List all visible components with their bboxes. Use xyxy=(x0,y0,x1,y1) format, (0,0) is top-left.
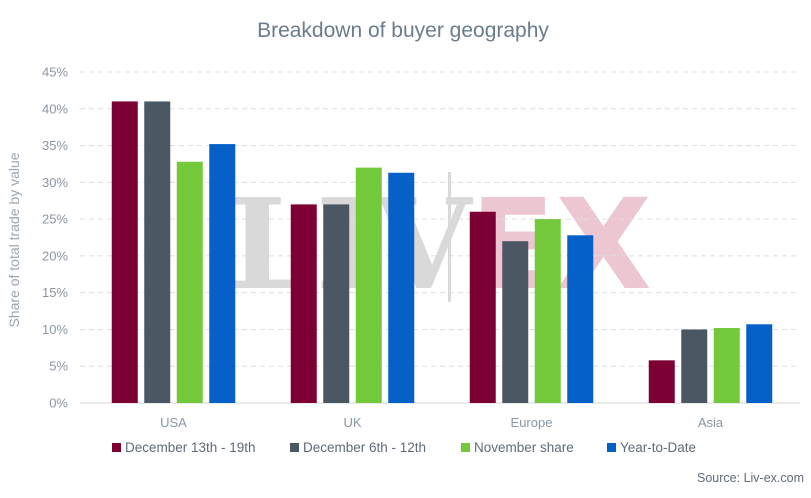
bar-usa-1 xyxy=(111,101,138,403)
x-tick-label: USA xyxy=(160,415,187,430)
y-tick-label: 45% xyxy=(42,65,68,80)
legend-label: November share xyxy=(474,440,574,455)
x-tick-label: UK xyxy=(343,415,361,430)
bar-usa-2 xyxy=(144,101,171,403)
bar-uk-1 xyxy=(290,204,317,403)
legend-label: December 6th - 12th xyxy=(303,440,426,455)
bar-usa-3 xyxy=(176,161,203,403)
bar-asia-1 xyxy=(648,360,675,403)
bar-asia-4 xyxy=(746,324,773,403)
legend-label: December 13th - 19th xyxy=(125,440,256,455)
bar-europe-1 xyxy=(469,211,496,403)
y-axis-label: Share of total trade by value xyxy=(6,152,22,327)
y-tick-label: 35% xyxy=(42,138,68,153)
y-tick-label: 25% xyxy=(42,212,68,227)
bar-europe-3 xyxy=(534,219,561,403)
source-note: Source: Liv-ex.com xyxy=(697,471,804,485)
legend-swatch xyxy=(607,443,616,452)
legend-swatch xyxy=(461,443,470,452)
y-axis-ticks: 0% 5% 10% 15% 20% 25% 30% 35% 40% 45% xyxy=(42,65,68,411)
bar-asia-3 xyxy=(713,327,740,403)
x-tick-label: Asia xyxy=(698,415,724,430)
bar-asia-2 xyxy=(681,329,708,403)
legend: December 13th - 19th December 6th - 12th N… xyxy=(112,440,696,455)
legend-swatch xyxy=(290,443,299,452)
y-tick-label: 30% xyxy=(42,175,68,190)
y-tick-label: 20% xyxy=(42,248,68,263)
bar-europe-2 xyxy=(502,241,529,403)
bar-uk-4 xyxy=(388,172,415,403)
y-tick-label: 10% xyxy=(42,322,68,337)
y-tick-label: 15% xyxy=(42,285,68,300)
watermark: LIV EX xyxy=(228,172,652,318)
y-tick-label: 0% xyxy=(49,396,68,411)
x-tick-label: Europe xyxy=(511,415,553,430)
bar-uk-2 xyxy=(323,204,350,403)
bar-usa-4 xyxy=(209,144,236,403)
watermark-liv: LIV xyxy=(228,172,473,318)
watermark-divider xyxy=(448,172,451,302)
y-tick-label: 5% xyxy=(49,359,68,374)
bars xyxy=(111,101,773,403)
bar-europe-4 xyxy=(567,235,594,403)
legend-label: Year-to-Date xyxy=(620,440,696,455)
bar-uk-3 xyxy=(355,167,382,403)
watermark-ex: EX xyxy=(470,173,652,318)
x-axis-ticks: USA UK Europe Asia xyxy=(160,415,724,430)
legend-swatch xyxy=(112,443,121,452)
y-tick-label: 40% xyxy=(42,101,68,116)
chart-title: Breakdown of buyer geography xyxy=(257,19,549,42)
